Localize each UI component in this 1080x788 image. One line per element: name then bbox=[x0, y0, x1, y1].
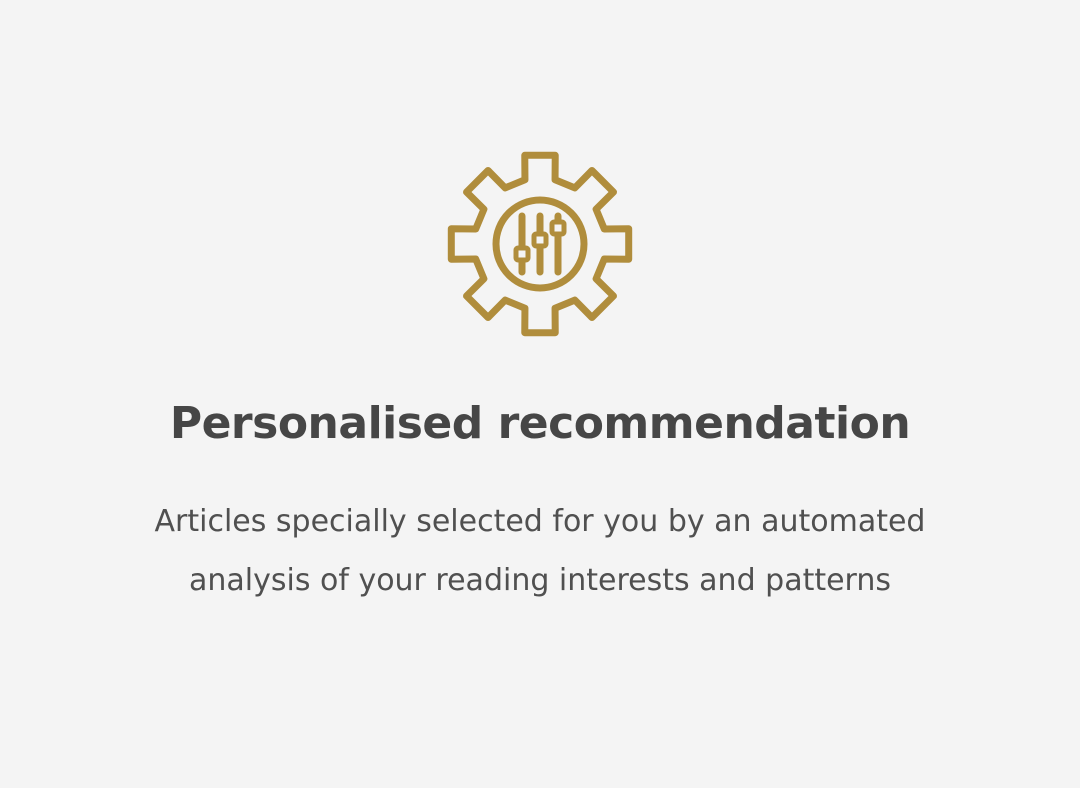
feature-description: Articles specially selected for you by a… bbox=[154, 504, 926, 598]
feature-title: Personalised recommendation bbox=[169, 398, 911, 449]
gear-sliders-icon bbox=[444, 148, 636, 340]
